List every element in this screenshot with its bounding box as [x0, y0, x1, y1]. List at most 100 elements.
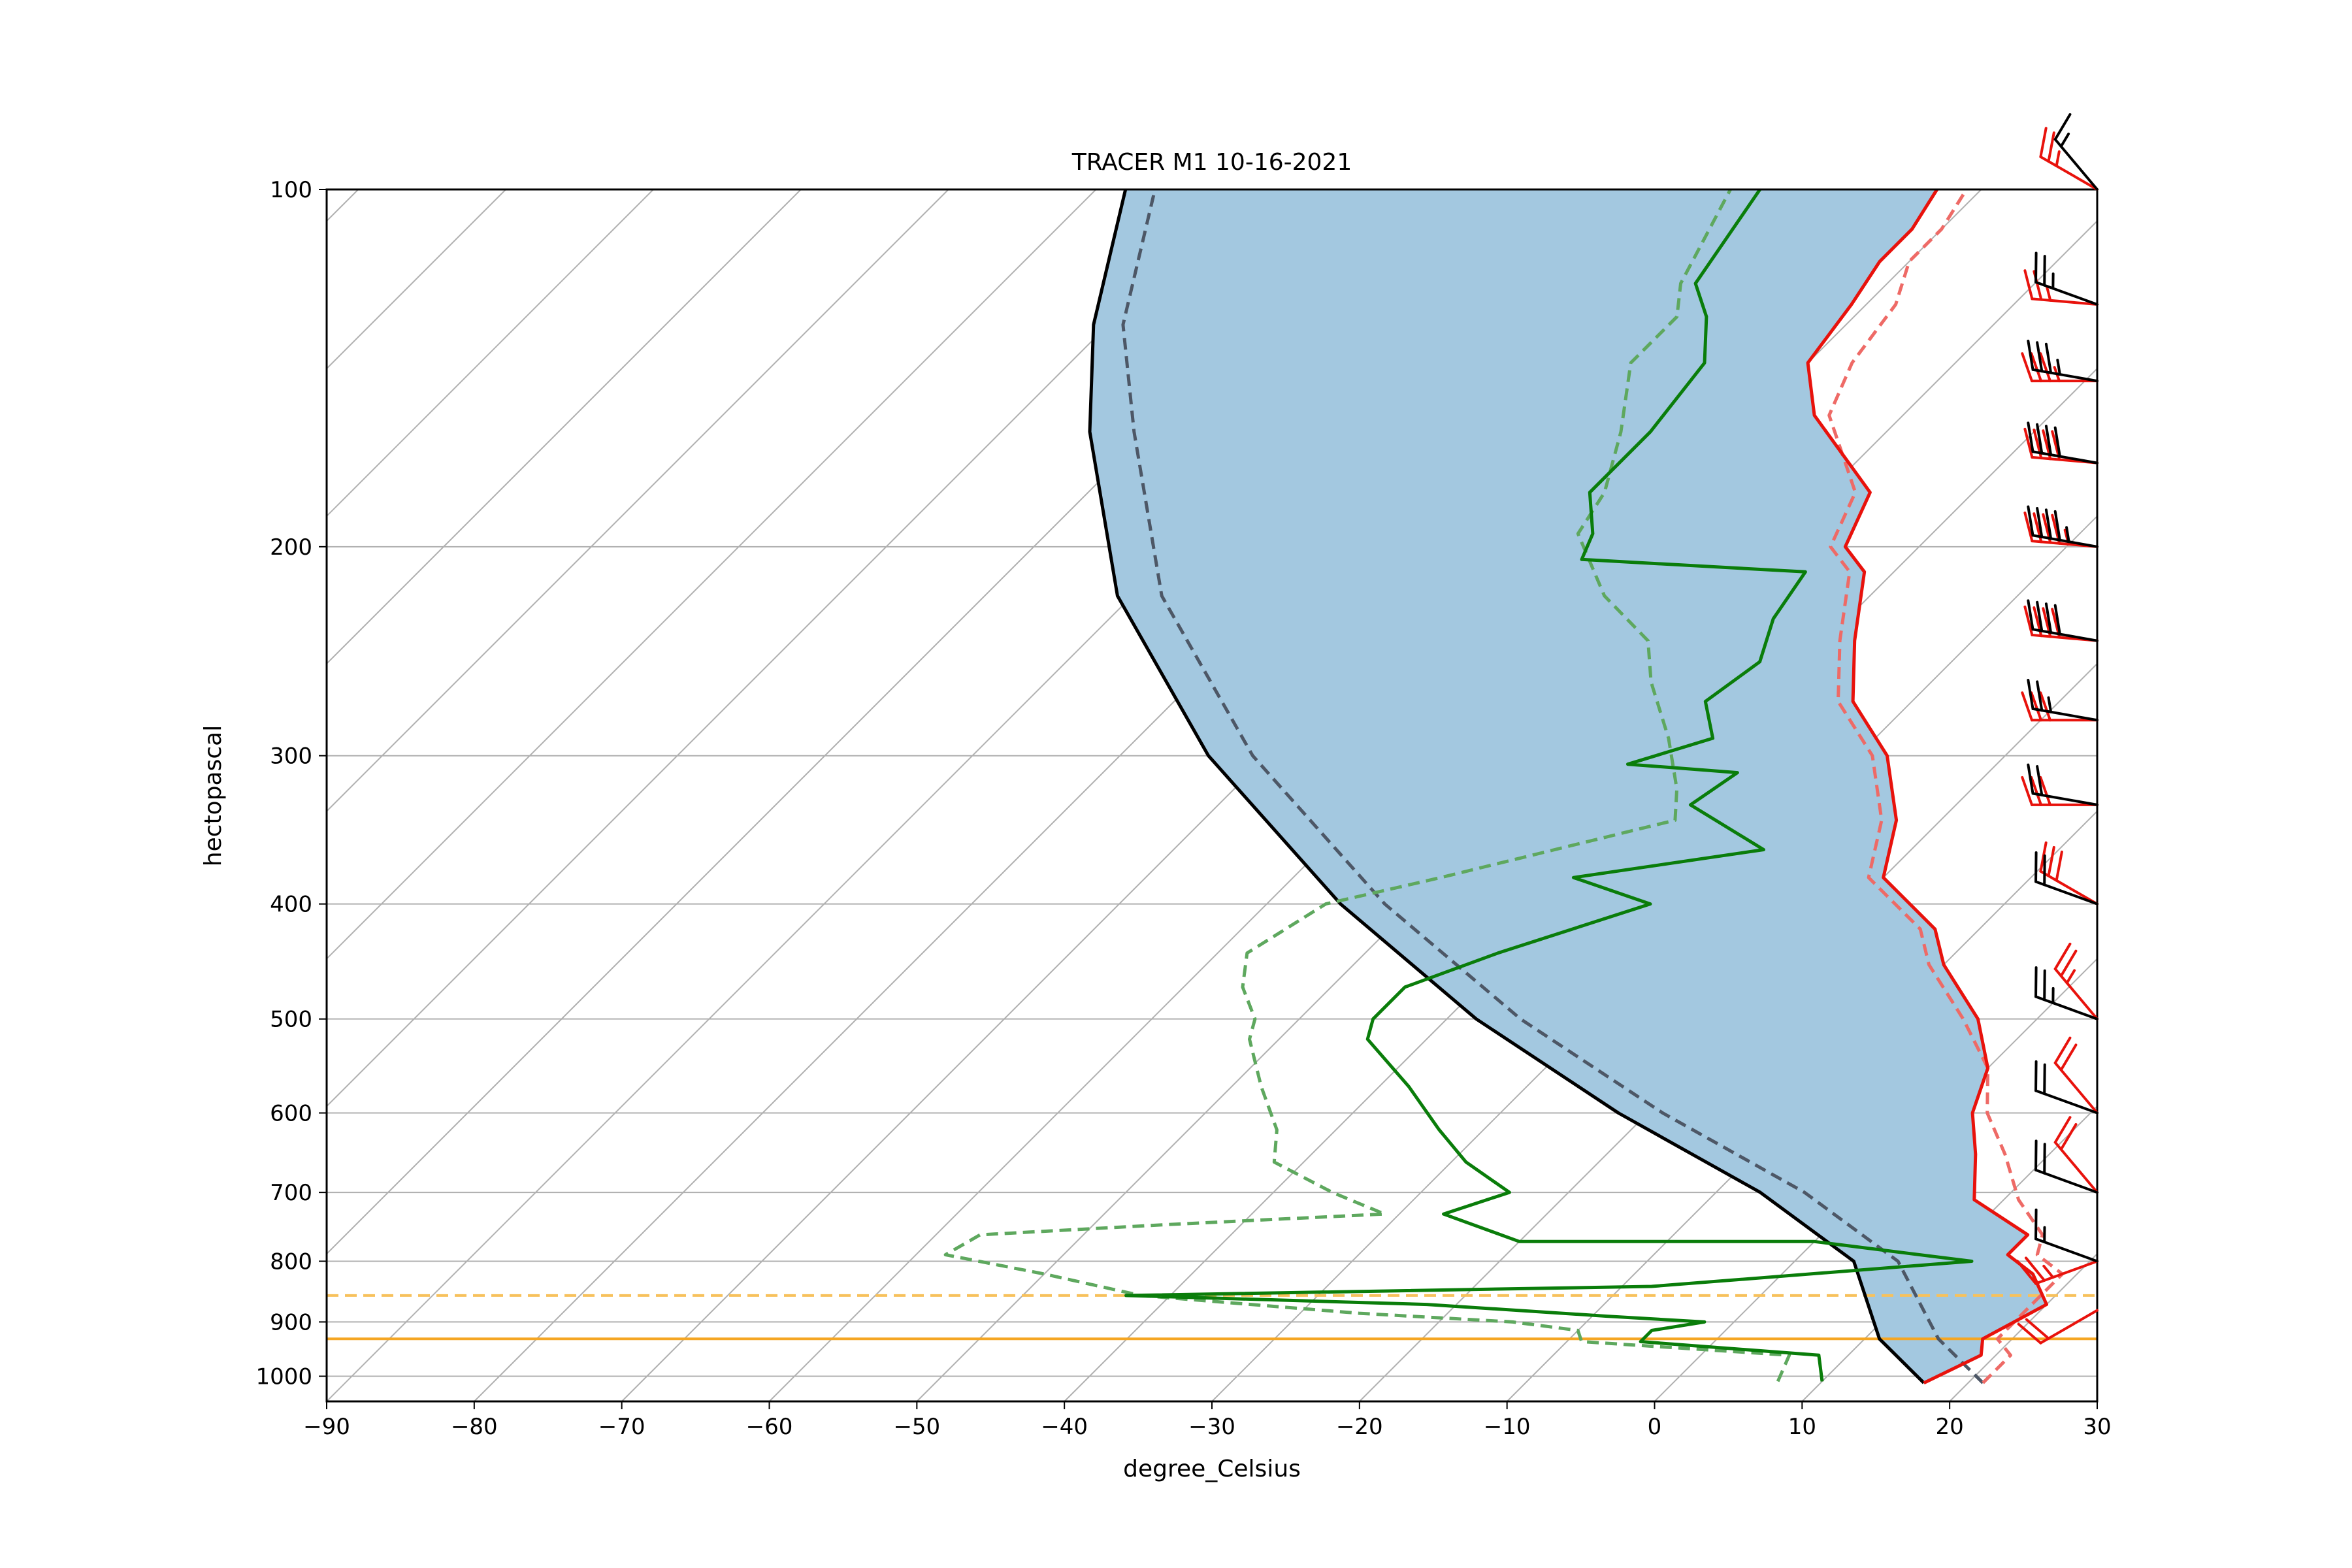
- y-tick-label: 400: [270, 892, 312, 918]
- barb-flag: [2044, 342, 2053, 374]
- barb-staff: [2053, 138, 2099, 191]
- isotherm-line: [1506, 810, 2097, 1401]
- barb-flag: [2027, 505, 2034, 537]
- barb-flag: [2039, 352, 2051, 383]
- barb-staff: [2039, 870, 2099, 906]
- barb-flag: [2027, 339, 2034, 371]
- barb-flag: [2059, 132, 2070, 148]
- isotherm-line: [327, 189, 1097, 960]
- barb-flag: [2027, 678, 2034, 710]
- temperature-profile-dashed: [1827, 189, 2065, 1384]
- x-axis: −90 −80 −70 −60 −50 −40 −30 −20 −10 0 10 20 30: [303, 1401, 2112, 1440]
- wind-barb: [2053, 942, 2099, 1021]
- barb-flag: [2030, 776, 2042, 806]
- y-tick-label: 200: [270, 534, 312, 561]
- wind-barb: [2034, 966, 2099, 1021]
- barb-flag: [2030, 352, 2042, 383]
- barb-flag: [2055, 150, 2061, 167]
- x-tick-label: −60: [746, 1414, 793, 1440]
- barb-flag: [2059, 1043, 2078, 1071]
- isotherm-line: [1801, 1105, 2097, 1401]
- wind-barb: [2021, 776, 2099, 806]
- barb-flag: [2021, 691, 2033, 722]
- barb-flag: [2059, 949, 2078, 977]
- x-tick-label: −90: [303, 1414, 350, 1440]
- barb-flag: [2023, 605, 2034, 636]
- x-tick-label: 30: [2083, 1414, 2111, 1440]
- x-tick-label: 10: [1788, 1414, 1816, 1440]
- barb-flag: [2043, 1063, 2046, 1096]
- wind-barb: [2039, 841, 2099, 906]
- wind-barb: [2016, 1256, 2099, 1285]
- isotherm-line: [327, 189, 1245, 1107]
- cape-area: [1090, 189, 2047, 1383]
- barb-flag: [2036, 506, 2044, 538]
- barb-flag: [2043, 969, 2046, 1002]
- y-tick-label: 100: [270, 177, 312, 203]
- barb-flag: [2043, 255, 2046, 287]
- barb-staff: [2031, 297, 2099, 306]
- barb-flag: [2036, 341, 2044, 373]
- barb-staff: [2034, 1089, 2099, 1115]
- dewpoint-profile-dashed: [943, 189, 1791, 1382]
- barb-flag: [2027, 763, 2034, 795]
- barb-staff: [2031, 792, 2099, 806]
- barb-flag: [2023, 511, 2034, 543]
- barb-flag: [2016, 1260, 2038, 1285]
- wind-barb: [2017, 1309, 2099, 1345]
- barb-flag: [2036, 765, 2044, 796]
- barb-flag: [2021, 352, 2033, 383]
- wind-barb: [2027, 678, 2099, 722]
- y-tick-label: 700: [270, 1180, 312, 1206]
- barb-staff: [2053, 1061, 2099, 1115]
- y-tick-label: 900: [270, 1309, 312, 1335]
- barb-flag: [2053, 510, 2061, 542]
- barb-flag: [2036, 423, 2044, 455]
- plot-area: [327, 189, 2097, 1401]
- barb-flag: [2059, 1122, 2078, 1151]
- x-axis-title: degree_Celsius: [1123, 1456, 1301, 1482]
- wind-barb: [2053, 1116, 2099, 1194]
- dewpoint-profile: [1124, 189, 1974, 1382]
- barb-flag: [2053, 1036, 2072, 1064]
- x-tick-label: 0: [1648, 1414, 1662, 1440]
- y-tick-label: 800: [270, 1249, 312, 1275]
- wind-barb: [2021, 691, 2099, 722]
- wind-barb: [2034, 851, 2099, 906]
- barb-flag: [2044, 602, 2053, 634]
- x-tick-label: −80: [451, 1414, 498, 1440]
- wind-barb: [2034, 252, 2099, 306]
- barb-flag: [2021, 776, 2033, 806]
- barb-staff: [2031, 707, 2099, 722]
- barb-flag: [2065, 526, 2070, 544]
- barb-flag: [2053, 1116, 2072, 1144]
- barb-staff: [2034, 1237, 2099, 1263]
- x-tick-label: −10: [1484, 1414, 1531, 1440]
- barb-flag: [2047, 845, 2055, 877]
- wind-barbs: [2016, 113, 2099, 1345]
- barb-flag: [2030, 691, 2042, 722]
- y-tick-label: 600: [270, 1101, 312, 1127]
- wind-barb: [2027, 339, 2099, 383]
- barb-flag: [2025, 1256, 2046, 1282]
- x-tick-label: −70: [598, 1414, 645, 1440]
- wind-barb: [2053, 1036, 2099, 1115]
- wind-barb: [2027, 763, 2099, 806]
- barb-flag: [2039, 127, 2048, 158]
- wind-barb: [2034, 1139, 2099, 1194]
- barb-staff: [2034, 1168, 2099, 1194]
- barb-flag: [2042, 1264, 2055, 1279]
- x-tick-label: 20: [1936, 1414, 1964, 1440]
- barb-flag: [2039, 841, 2048, 873]
- barb-flag: [2043, 1143, 2046, 1175]
- wind-barb: [2034, 1060, 2099, 1115]
- wind-barb: [2039, 127, 2099, 191]
- barb-staff: [2034, 1260, 2099, 1285]
- barb-staff: [2034, 880, 2099, 906]
- barb-flag: [2044, 425, 2053, 457]
- wind-barb: [2034, 1208, 2099, 1263]
- barb-flag: [2039, 691, 2051, 722]
- barb-flag: [2053, 113, 2072, 141]
- barb-staff: [2031, 628, 2099, 642]
